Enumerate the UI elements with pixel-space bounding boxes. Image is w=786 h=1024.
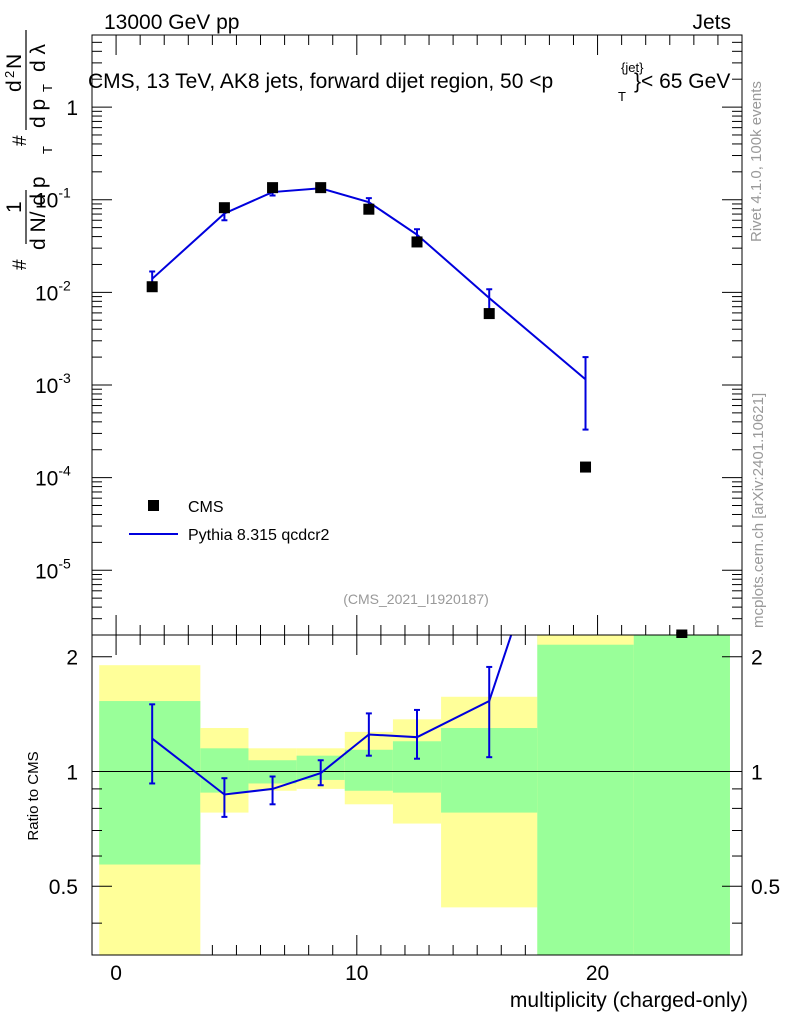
ratio-tick-label-right: 1 (751, 761, 763, 784)
ylabel-one: 1 (3, 201, 26, 213)
ylabel-sub-t1: T (40, 146, 55, 154)
cms-point (315, 182, 327, 194)
x-tick-label: 10 (345, 962, 368, 985)
y-tick-label: 1 (66, 97, 78, 120)
legend: CMS Pythia 8.315 qcdcr2 (129, 499, 330, 544)
y-tick-label: 10-5 (35, 555, 71, 583)
y-tick-label: 10-3 (35, 370, 71, 398)
ratio-panel: 0.5 0.5 1 1 2 2 (49, 632, 780, 956)
title-subscript: T (618, 89, 626, 104)
ratio-tick-label-left: 1 (66, 761, 78, 784)
legend-cms-marker (148, 500, 159, 511)
ratio-band-green (537, 644, 634, 955)
ylabel-sub-t2: T (40, 84, 55, 92)
ratio-tick-label-left: 0.5 (49, 876, 78, 899)
cms-point (267, 182, 279, 194)
ylabel-d: d (3, 80, 26, 92)
ratio-band-yellow (537, 635, 634, 645)
rivet-version-label: Rivet 4.1.0, 100k events (748, 81, 765, 242)
y-tick-label: 10-1 (35, 185, 71, 213)
title-superscript: {jet} (621, 60, 644, 75)
pythia-line (151, 187, 587, 381)
x-tick-label: 20 (586, 962, 609, 985)
y-axis-label: # 1 d N/ d p T # d 2 N d p T d λ (2, 30, 55, 270)
ylabel-n: N (3, 54, 26, 69)
legend-cms-label: CMS (188, 499, 224, 516)
mcplots-label: mcplots.cern.ch [arXiv:2401.10621] (750, 393, 767, 628)
cms-point (483, 308, 495, 320)
x-tick-label: 0 (110, 962, 122, 985)
cms-point (218, 202, 230, 214)
ylabel-hash2: # (10, 135, 31, 146)
analysis-id-label: (CMS_2021_I1920187) (343, 591, 489, 607)
cms-point (580, 461, 592, 473)
energy-label: 13000 GeV pp (104, 11, 239, 34)
ratio-tick-label-right: 0.5 (751, 876, 780, 899)
ratio-y-axis-label: Ratio to CMS (25, 751, 42, 840)
title-tail: }< 65 GeV (634, 70, 730, 93)
ylabel-dpt: d p (27, 99, 50, 128)
ratio-tick-label-left: 2 (66, 647, 78, 670)
y-tick-label: 10-2 (35, 277, 71, 305)
cms-point (411, 236, 423, 248)
legend-pythia-label: Pythia 8.315 qcdcr2 (188, 527, 330, 544)
category-label: Jets (692, 11, 731, 34)
ratio-pythia-line (151, 635, 513, 796)
title-main: CMS, 13 TeV, AK8 jets, forward dijet reg… (88, 70, 553, 93)
y-tick-label: 10-4 (35, 463, 71, 491)
cms-point (363, 203, 375, 215)
ratio-frame (91, 634, 743, 956)
cms-point (676, 632, 688, 638)
ylabel-dlambda: d λ (27, 43, 50, 72)
main-frame (91, 34, 743, 636)
chart-title: CMS, 13 TeV, AK8 jets, forward dijet reg… (88, 60, 730, 104)
x-axis-label: multiplicity (charged-only) (510, 989, 748, 1012)
ratio-band-green (633, 635, 730, 955)
cms-point (146, 281, 158, 293)
ratio-tick-label-right: 2 (751, 647, 763, 670)
ylabel-hash: # (10, 259, 31, 270)
ylabel-sup-2: 2 (2, 71, 17, 78)
ylabel-dn-dpt: d N/ d p (27, 176, 50, 250)
